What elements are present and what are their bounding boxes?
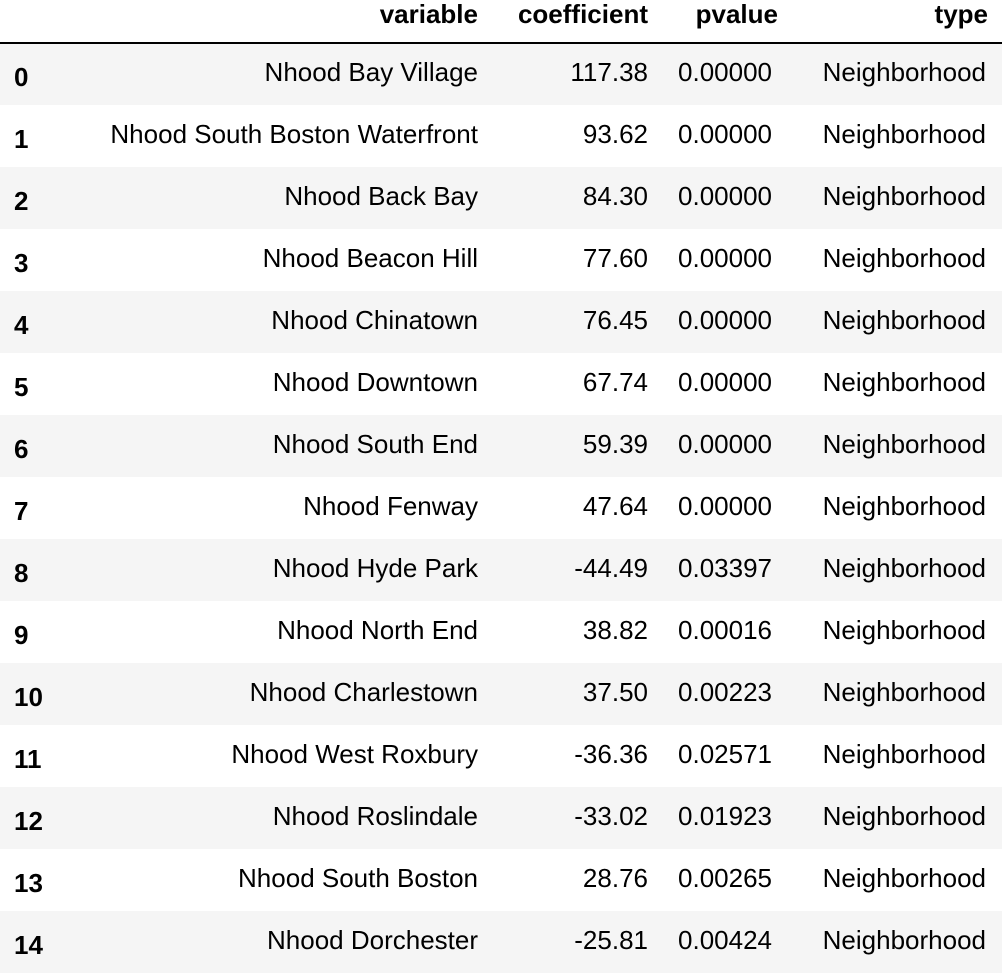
row-index: 8 — [14, 557, 29, 588]
table-row: 0 Nhood Bay Village 117.38 0.00000 Neigh… — [0, 43, 1002, 105]
table-row: 3 Nhood Beacon Hill 77.60 0.00000 Neighb… — [0, 229, 1002, 291]
table-row: 12 Nhood Roslindale -33.02 0.01923 Neigh… — [0, 787, 1002, 849]
cell-pvalue: 0.00223 — [678, 676, 772, 707]
cell-pvalue: 0.00000 — [678, 242, 772, 273]
table-row: 1 Nhood South Boston Waterfront 93.62 0.… — [0, 105, 1002, 167]
header-row: variable coefficient pvalue type — [0, 0, 1002, 44]
row-index: 1 — [14, 123, 29, 154]
table-row: 2 Nhood Back Bay 84.30 0.00000 Neighborh… — [0, 167, 1002, 229]
cell-coefficient: -33.02 — [574, 800, 648, 831]
cell-variable: Nhood West Roxbury — [231, 738, 478, 769]
cell-pvalue: 0.00000 — [678, 118, 772, 149]
cell-coefficient: 59.39 — [582, 428, 648, 459]
cell-variable: Nhood Roslindale — [272, 800, 478, 831]
table-row: 4 Nhood Chinatown 76.45 0.00000 Neighbor… — [0, 291, 1002, 353]
cell-type: Neighborhood — [822, 490, 986, 521]
cell-pvalue: 0.03397 — [678, 552, 772, 583]
cell-variable: Nhood North End — [277, 614, 478, 645]
cell-variable: Nhood Downtown — [272, 366, 478, 397]
cell-coefficient: 117.38 — [570, 57, 648, 87]
row-index: 11 — [14, 743, 42, 774]
row-index: 9 — [14, 619, 29, 650]
cell-pvalue: 0.00424 — [678, 924, 772, 955]
header-index — [0, 0, 60, 44]
table-row: 8 Nhood Hyde Park -44.49 0.03397 Neighbo… — [0, 539, 1002, 601]
cell-variable: Nhood Back Bay — [284, 180, 478, 211]
cell-type: Neighborhood — [822, 304, 986, 335]
table-row: 10 Nhood Charlestown 37.50 0.00223 Neigh… — [0, 663, 1002, 725]
header-type: type — [792, 0, 1002, 44]
cell-coefficient: 77.60 — [582, 242, 648, 273]
table-row: 6 Nhood South End 59.39 0.00000 Neighbor… — [0, 415, 1002, 477]
row-index: 4 — [14, 309, 29, 340]
cell-coefficient: 76.45 — [582, 304, 648, 335]
cell-pvalue: 0.00000 — [678, 428, 772, 459]
table-row: 7 Nhood Fenway 47.64 0.00000 Neighborhoo… — [0, 477, 1002, 539]
row-index: 12 — [14, 805, 43, 836]
cell-coefficient: -36.36 — [574, 738, 648, 769]
cell-coefficient: 93.62 — [582, 118, 648, 149]
cell-pvalue: 0.00016 — [678, 614, 772, 645]
header-coefficient: coefficient — [492, 0, 662, 44]
header-variable: variable — [60, 0, 492, 44]
cell-pvalue: 0.00000 — [678, 57, 772, 87]
cell-type: Neighborhood — [822, 862, 986, 893]
cell-pvalue: 0.00265 — [678, 862, 772, 893]
cell-variable: Nhood Beacon Hill — [262, 242, 478, 273]
table-row: 5 Nhood Downtown 67.74 0.00000 Neighborh… — [0, 353, 1002, 415]
cell-type: Neighborhood — [822, 800, 986, 831]
cell-coefficient: -44.49 — [574, 552, 648, 583]
cell-type: Neighborhood — [822, 118, 986, 149]
table-row: 11 Nhood West Roxbury -36.36 0.02571 Nei… — [0, 725, 1002, 787]
row-index: 10 — [14, 681, 43, 712]
cell-variable: Nhood Dorchester — [267, 924, 478, 955]
table-header: variable coefficient pvalue type — [0, 0, 1002, 44]
row-index: 6 — [14, 433, 29, 464]
cell-variable: Nhood Fenway — [303, 490, 478, 521]
cell-type: Neighborhood — [822, 614, 986, 645]
cell-pvalue: 0.00000 — [678, 366, 772, 397]
cell-variable: Nhood South Boston — [238, 862, 478, 893]
cell-type: Neighborhood — [822, 242, 986, 273]
table-body: 0 Nhood Bay Village 117.38 0.00000 Neigh… — [0, 43, 1002, 973]
cell-type: Neighborhood — [822, 428, 986, 459]
cell-variable: Nhood Charlestown — [249, 676, 478, 707]
cell-variable: Nhood Chinatown — [271, 304, 478, 335]
cell-type: Neighborhood — [822, 552, 986, 583]
cell-coefficient: 28.76 — [582, 862, 648, 893]
row-index: 14 — [14, 929, 43, 960]
cell-variable: Nhood South End — [272, 428, 478, 459]
cell-coefficient: -25.81 — [574, 924, 648, 955]
cell-coefficient: 38.82 — [582, 614, 648, 645]
row-index: 13 — [14, 867, 43, 898]
row-index: 2 — [14, 185, 29, 216]
row-index: 0 — [14, 62, 29, 92]
cell-coefficient: 37.50 — [582, 676, 648, 707]
cell-type: Neighborhood — [822, 180, 986, 211]
header-pvalue: pvalue — [662, 0, 792, 44]
cell-coefficient: 84.30 — [582, 180, 648, 211]
row-index: 5 — [14, 371, 29, 402]
cell-pvalue: 0.00000 — [678, 304, 772, 335]
table-row: 9 Nhood North End 38.82 0.00016 Neighbor… — [0, 601, 1002, 663]
cell-type: Neighborhood — [822, 57, 986, 87]
cell-pvalue: 0.00000 — [678, 490, 772, 521]
cell-variable: Nhood Bay Village — [264, 57, 478, 87]
cell-type: Neighborhood — [822, 738, 986, 769]
table-row: 14 Nhood Dorchester -25.81 0.00424 Neigh… — [0, 911, 1002, 973]
cell-variable: Nhood South Boston Waterfront — [110, 118, 478, 149]
cell-type: Neighborhood — [822, 366, 986, 397]
cell-variable: Nhood Hyde Park — [272, 552, 478, 583]
row-index: 3 — [14, 247, 29, 278]
cell-pvalue: 0.00000 — [678, 180, 772, 211]
table-row: 13 Nhood South Boston 28.76 0.00265 Neig… — [0, 849, 1002, 911]
cell-type: Neighborhood — [822, 924, 986, 955]
cell-type: Neighborhood — [822, 676, 986, 707]
row-index: 7 — [14, 495, 29, 526]
cell-coefficient: 47.64 — [582, 490, 648, 521]
cell-coefficient: 67.74 — [582, 366, 648, 397]
cell-pvalue: 0.01923 — [678, 800, 772, 831]
cell-pvalue: 0.02571 — [678, 738, 772, 769]
